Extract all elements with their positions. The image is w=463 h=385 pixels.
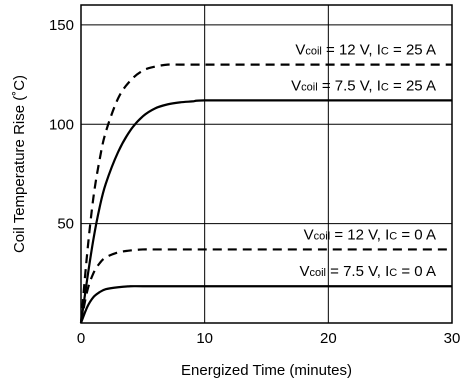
annotation-part: = 7.5 V, I [326,263,389,280]
annotation-part: = 7.5 V, I [318,77,381,94]
annotation-part: C [389,267,397,279]
series-line-2 [79,248,452,324]
x-tick-label: 30 [444,330,461,347]
y-tick-label: 100 [49,116,74,133]
annotation-part: coil [314,230,331,242]
x-tick-label: 20 [320,330,337,347]
x-axis-label: Energized Time (minutes) [181,362,352,379]
annotation-part: = 0 A [397,226,436,243]
annotation-part: C [381,46,389,58]
y-tick-label: 150 [49,17,74,34]
annotation-part: = 25 A [389,42,436,59]
annotation-part: coil [309,267,326,279]
annotation-part: V [295,42,305,59]
annotation-part: V [304,226,314,243]
x-tick-label: 0 [77,330,85,347]
series-line-0 [79,63,452,324]
annotation-part: V [299,263,309,280]
annotation-part: = 0 A [397,263,436,280]
y-axis-label: Coil Temperature Rise (˚C) [11,75,28,253]
grid-lines [81,5,452,323]
series-line-3 [79,285,452,324]
annotation-part: = 12 V, I [330,226,389,243]
series-annotation: Vcoil = 7.5 V, IC = 0 A [299,263,436,280]
series-annotation: Vcoil = 7.5 V, IC = 25 A [291,77,436,94]
series-curves [79,63,452,324]
annotation-part: C [389,230,397,242]
plot-frame [80,4,453,324]
series-line-1 [79,99,452,324]
tick-labels: 0 10 20 30 50 100 150 [49,17,460,347]
annotation-part: = 12 V, I [322,42,381,59]
annotation-part: coil [305,46,322,58]
annotation-part: C [381,81,389,93]
x-tick-label: 10 [196,330,213,347]
annotation-part: V [291,77,301,94]
series-annotation: Vcoil = 12 V, IC = 25 A [295,42,436,59]
annotation-part: = 25 A [389,77,436,94]
series-annotation: Vcoil = 12 V, IC = 0 A [304,226,436,243]
annotation-part: coil [301,81,318,93]
y-tick-label: 50 [57,216,74,233]
